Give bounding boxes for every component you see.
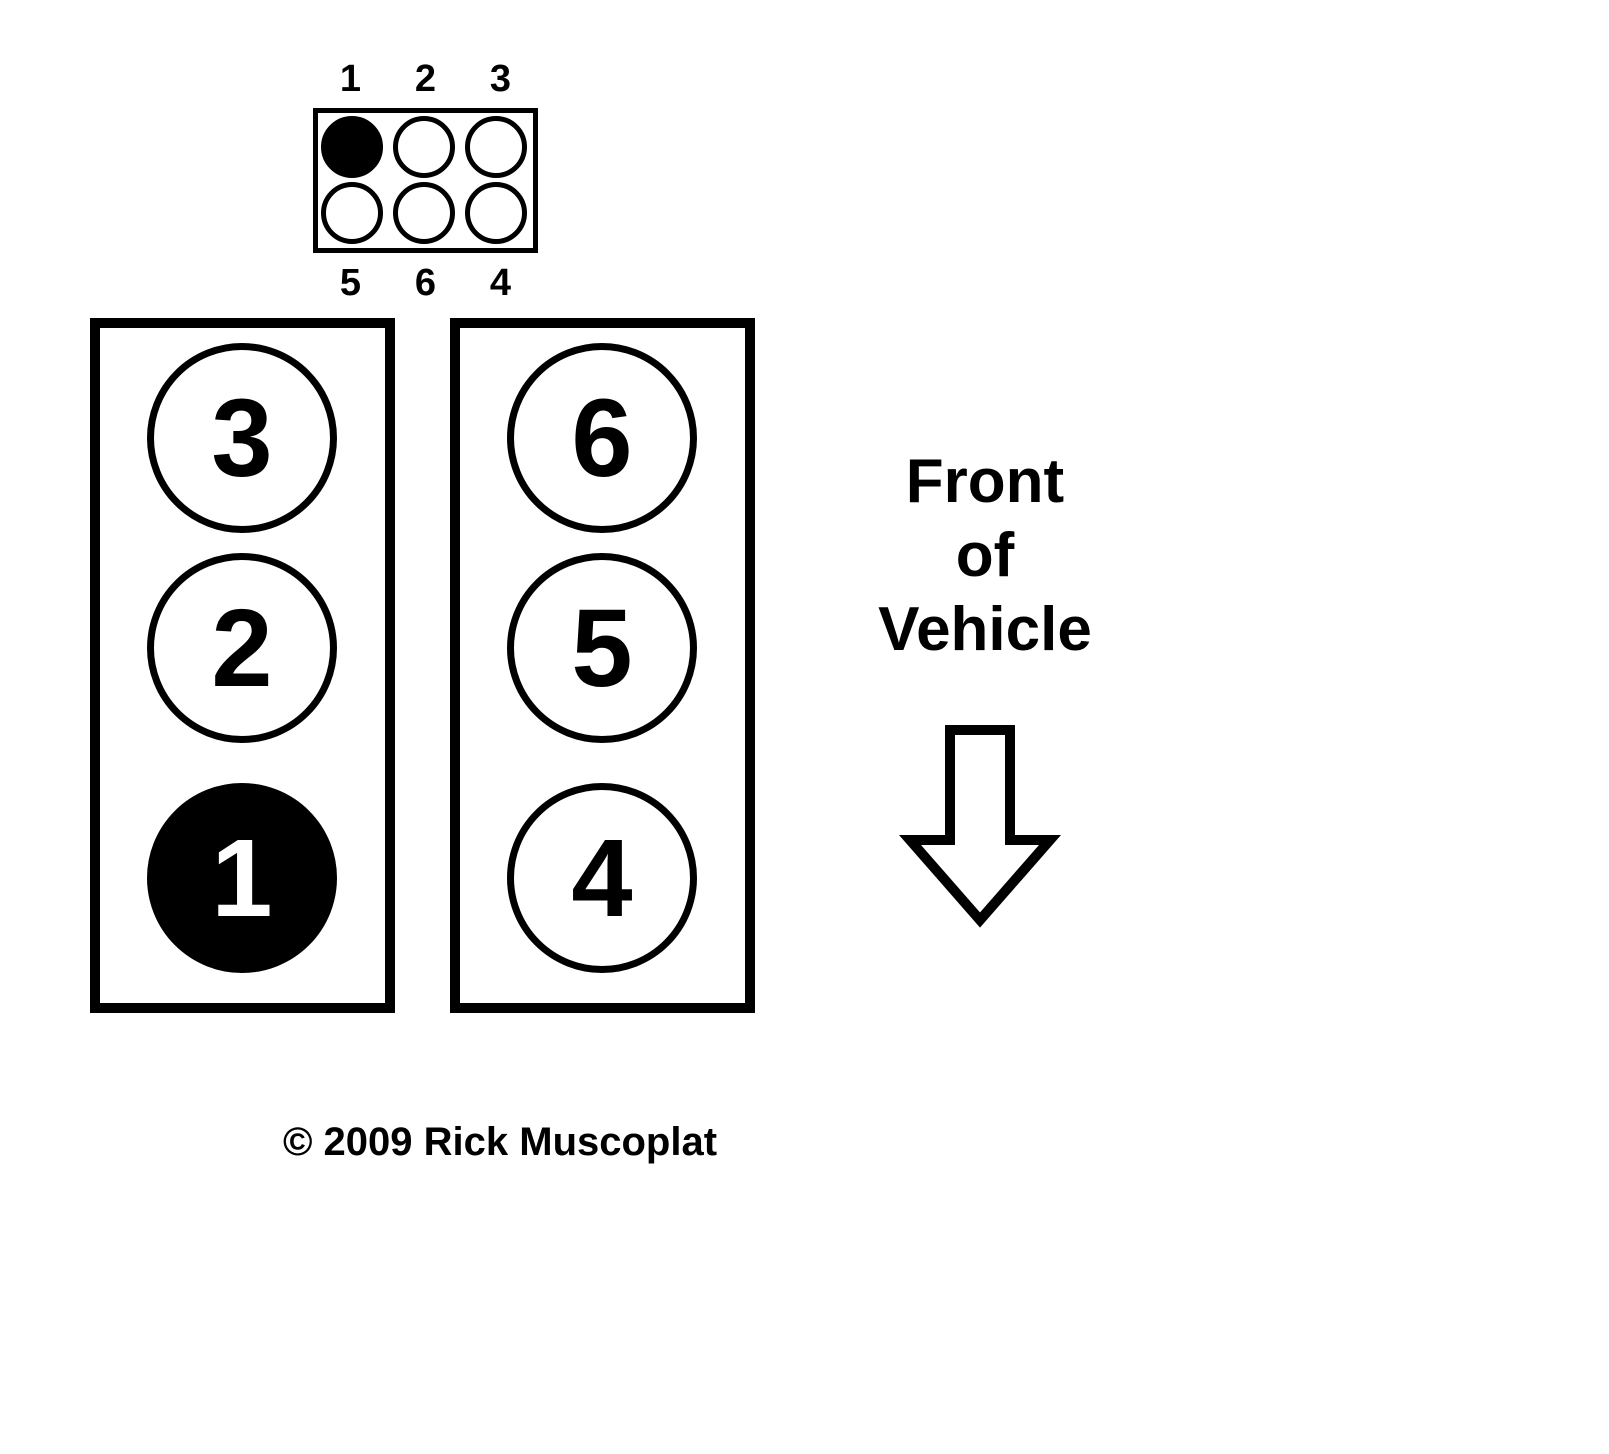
coil-cell-4 (321, 182, 383, 244)
cylinder-label: 3 (211, 375, 272, 502)
front-label-line: Front (830, 445, 1140, 519)
front-label-line: of (830, 519, 1140, 593)
cylinder-6: 6 (507, 343, 697, 533)
coil-cell-2 (393, 116, 455, 178)
front-of-vehicle-label: Front of Vehicle (830, 445, 1140, 667)
coil-cell-3 (465, 116, 527, 178)
cylinder-2: 2 (147, 553, 337, 743)
cylinder-3: 3 (147, 343, 337, 533)
cylinder-label: 6 (571, 375, 632, 502)
cylinder-label: 5 (571, 585, 632, 712)
cylinder-1: 1 (147, 783, 337, 973)
cylinder-label: 4 (571, 815, 632, 942)
cylinder-label: 2 (211, 585, 272, 712)
coil-bottom-label: 4 (490, 262, 511, 305)
down-arrow-icon (895, 720, 1065, 930)
coil-cell-5 (393, 182, 455, 244)
coil-pack-top-labels: 1 2 3 (313, 58, 538, 101)
cylinder-label: 1 (211, 815, 272, 942)
coil-top-label: 1 (340, 58, 361, 101)
coil-cell-1 (321, 116, 383, 178)
copyright-text: © 2009 Rick Muscoplat (0, 1120, 1000, 1165)
coil-top-label: 2 (415, 58, 436, 101)
front-label-line: Vehicle (830, 593, 1140, 667)
coil-bottom-label: 5 (340, 262, 361, 305)
coil-cell-6 (465, 182, 527, 244)
coil-bottom-label: 6 (415, 262, 436, 305)
coil-pack-bottom-labels: 5 6 4 (313, 262, 538, 305)
cylinder-4: 4 (507, 783, 697, 973)
coil-top-label: 3 (490, 58, 511, 101)
cylinder-5: 5 (507, 553, 697, 743)
